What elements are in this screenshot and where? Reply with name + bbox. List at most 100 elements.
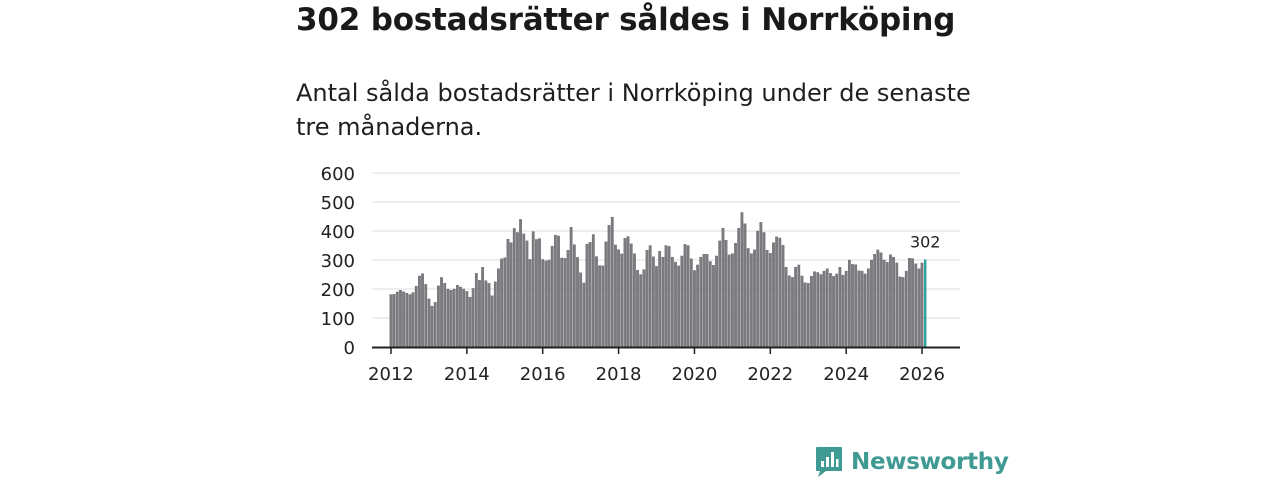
- bar: [478, 280, 481, 348]
- bar: [408, 294, 412, 348]
- y-axis-ticks: 0 100 200 300 400 500 600: [321, 164, 355, 359]
- bar: [430, 305, 434, 348]
- bar: [702, 254, 706, 348]
- bar: [560, 257, 564, 348]
- bar: [847, 259, 851, 348]
- bar: [525, 240, 529, 348]
- bar: [455, 285, 459, 348]
- x-tick-label: 2020: [672, 364, 718, 385]
- bar: [677, 265, 681, 348]
- bar: [468, 296, 472, 348]
- bar: [544, 260, 548, 348]
- bar: [825, 268, 829, 348]
- bar: [645, 249, 649, 348]
- bar: [674, 261, 677, 348]
- bar: [481, 267, 485, 348]
- bar: [506, 238, 510, 348]
- bar: [440, 277, 443, 348]
- bar: [879, 252, 883, 348]
- bar: [670, 256, 674, 348]
- bar: [471, 288, 475, 348]
- bar: [838, 267, 842, 348]
- bar: [588, 242, 592, 348]
- bar-chart-logo-icon: [816, 447, 842, 477]
- y-tick-label: 200: [321, 280, 355, 301]
- bar: [731, 253, 734, 348]
- x-tick-label: 2014: [444, 364, 490, 385]
- x-tick-label: 2026: [899, 364, 945, 385]
- bars: [389, 212, 927, 348]
- bar: [705, 254, 709, 348]
- bar: [699, 256, 703, 348]
- brand-name: Newsworthy: [851, 449, 1009, 475]
- bar: [629, 243, 633, 348]
- bar: [756, 230, 760, 348]
- bar: [493, 281, 497, 348]
- bar: [500, 258, 503, 348]
- bar: [813, 271, 816, 348]
- bar: [535, 239, 538, 348]
- bar: [787, 275, 791, 348]
- bar: [642, 269, 646, 348]
- bar: [452, 288, 456, 348]
- bar: [509, 242, 513, 348]
- bar: [395, 291, 399, 348]
- bar: [854, 264, 858, 348]
- bar: [636, 269, 639, 348]
- bar: [655, 266, 658, 348]
- bar: [857, 270, 861, 348]
- bar: [633, 253, 636, 348]
- bar: [898, 276, 902, 348]
- bar: [411, 292, 415, 348]
- bar: [462, 288, 466, 348]
- bar: [607, 225, 611, 348]
- bar: [418, 275, 421, 348]
- page-title: 302 bostadsrätter såldes i Norrköping: [296, 2, 956, 38]
- y-tick-label: 0: [344, 338, 355, 359]
- highlight-value-label: 302: [910, 232, 941, 251]
- newsworthy-brand[interactable]: Newsworthy: [815, 446, 1009, 478]
- bar: [465, 291, 469, 348]
- bar: [547, 259, 551, 348]
- bar: [689, 258, 693, 348]
- bar: [895, 262, 899, 348]
- bar: [683, 244, 687, 348]
- bar: [844, 270, 848, 348]
- bar: [708, 261, 712, 348]
- bar: [832, 276, 835, 348]
- bar: [816, 272, 820, 348]
- bar: [402, 291, 405, 348]
- bar: [414, 285, 418, 348]
- page-subtitle: Antal sålda bostadsrätter i Norrköping u…: [296, 79, 971, 141]
- bar: [775, 236, 779, 348]
- bar: [781, 245, 785, 348]
- bar: [614, 244, 617, 348]
- bar: [768, 253, 772, 348]
- bar: [399, 290, 402, 348]
- bar: [626, 236, 630, 348]
- bar: [651, 256, 655, 348]
- bar: [727, 254, 731, 348]
- bar: [421, 273, 424, 348]
- bar: [405, 292, 409, 348]
- bar: [889, 254, 892, 348]
- x-tick-label: 2016: [520, 364, 566, 385]
- bar: [794, 267, 797, 348]
- bar: [503, 257, 507, 348]
- bar: [740, 212, 744, 348]
- bar: [784, 267, 788, 348]
- bar: [490, 295, 494, 348]
- bar: [835, 273, 839, 348]
- bar: [841, 274, 845, 348]
- bar: [765, 249, 769, 348]
- bar: [648, 245, 652, 348]
- bar: [749, 253, 753, 348]
- bar: [427, 298, 431, 348]
- bar: [863, 273, 867, 348]
- bar: [829, 273, 832, 348]
- bar: [516, 232, 519, 348]
- bar: [746, 248, 750, 348]
- bar: [914, 263, 918, 348]
- bar: [917, 268, 921, 348]
- bar: [620, 253, 624, 348]
